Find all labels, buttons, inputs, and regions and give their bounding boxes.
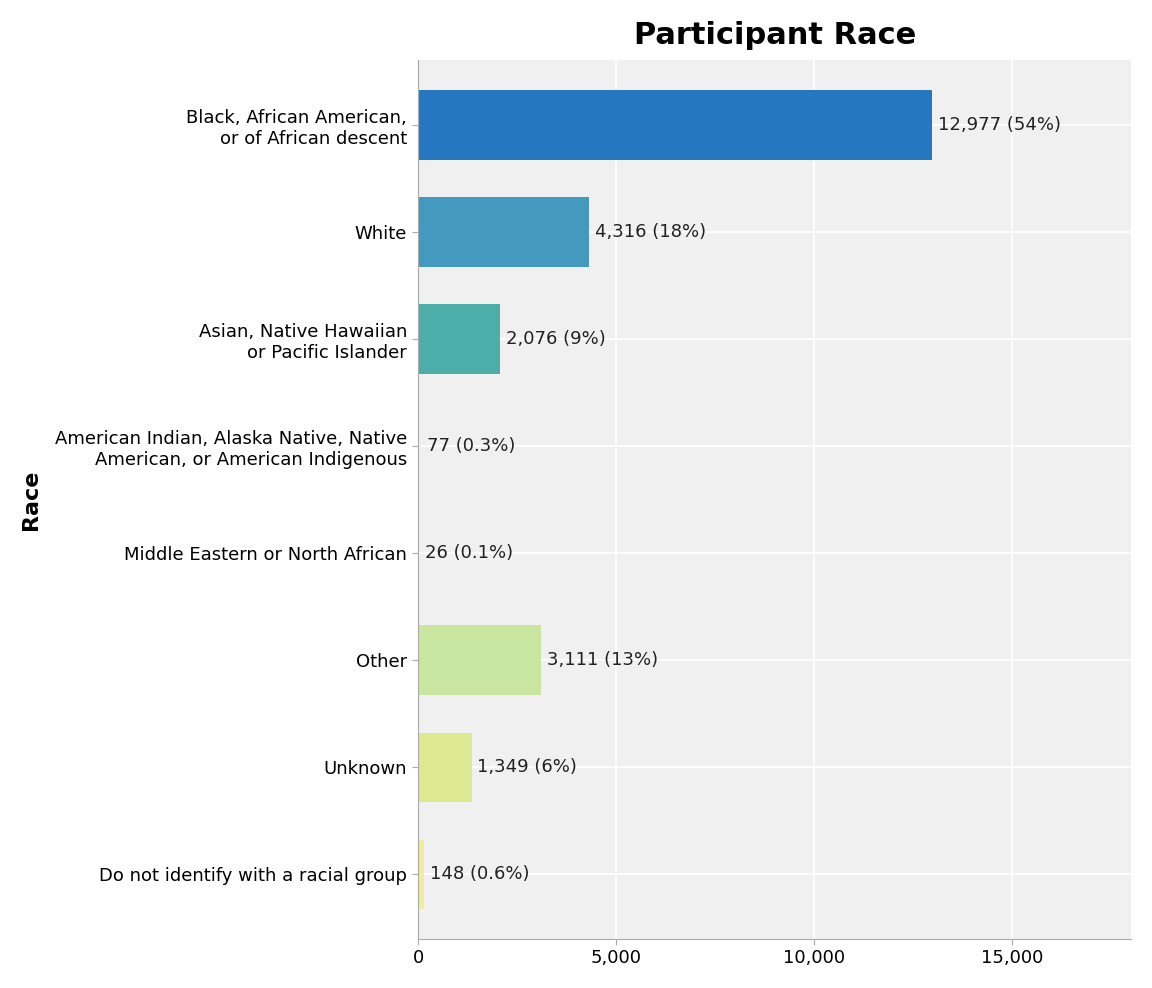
Bar	[418, 411, 422, 481]
Bar	[418, 197, 589, 267]
Text: 12,977 (54%): 12,977 (54%)	[938, 116, 1061, 133]
Text: 2,076 (9%): 2,076 (9%)	[506, 330, 606, 348]
Text: 1,349 (6%): 1,349 (6%)	[477, 759, 577, 777]
Text: 4,316 (18%): 4,316 (18%)	[594, 223, 706, 241]
Text: 3,111 (13%): 3,111 (13%)	[547, 651, 659, 669]
Bar	[418, 732, 471, 802]
Bar	[418, 840, 424, 909]
Text: 77 (0.3%): 77 (0.3%)	[427, 437, 515, 455]
Bar	[418, 90, 932, 160]
Y-axis label: Race: Race	[21, 469, 40, 530]
Text: 148 (0.6%): 148 (0.6%)	[430, 865, 530, 883]
Bar	[418, 304, 500, 373]
Bar	[418, 625, 541, 696]
Text: 26 (0.1%): 26 (0.1%)	[425, 544, 513, 562]
Title: Participant Race: Participant Race	[634, 21, 916, 49]
